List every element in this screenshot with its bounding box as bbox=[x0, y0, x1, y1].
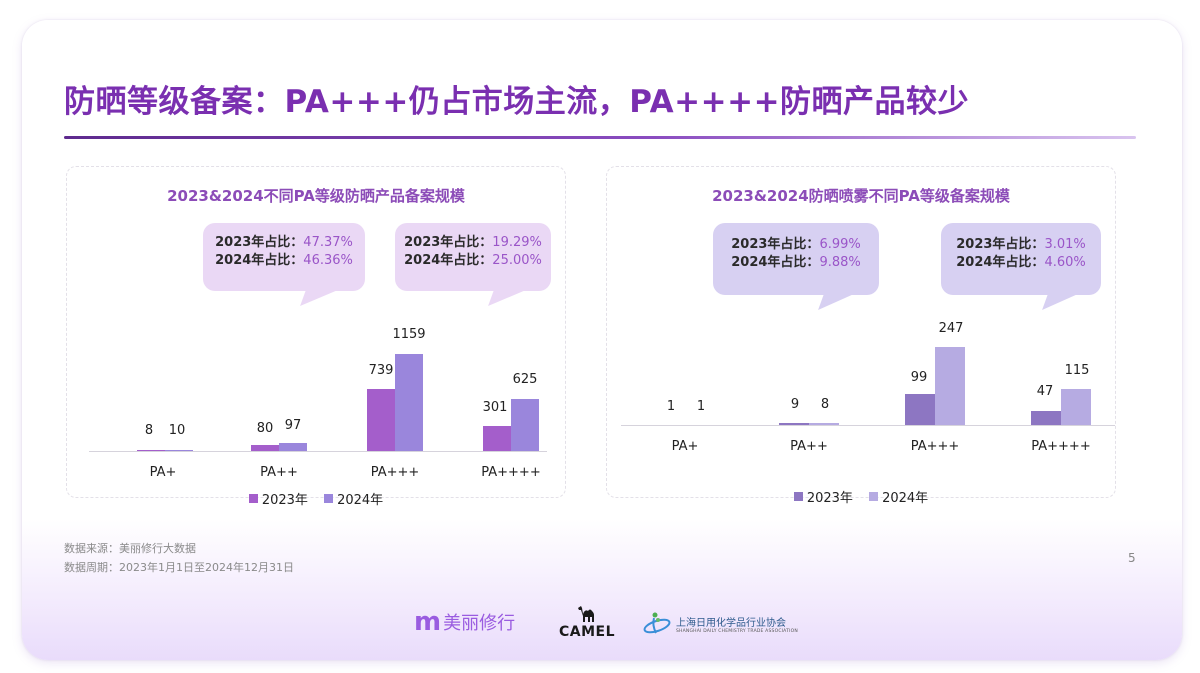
legend-label: 2024年 bbox=[882, 491, 929, 506]
value-label: 1 bbox=[666, 399, 676, 414]
callout-label: 2023年占比： bbox=[215, 235, 304, 250]
callout-label: 2024年占比： bbox=[956, 255, 1045, 270]
legend-item-2023: 2023年 bbox=[248, 489, 308, 508]
association-name-en: SHANGHAI DAILY CHEMISTRY TRADE ASSOCIATI… bbox=[676, 629, 798, 634]
legend-swatch bbox=[869, 492, 879, 501]
value-label: 1159 bbox=[392, 327, 426, 342]
x-axis-line bbox=[621, 425, 1115, 426]
value-label: 301 bbox=[482, 400, 508, 415]
page-number: 5 bbox=[1128, 551, 1136, 565]
camel-wordmark: CAMEL bbox=[558, 624, 616, 640]
meilixiuxing-mark-icon: m bbox=[414, 607, 441, 637]
bar-2024-pa3 bbox=[395, 354, 423, 451]
value-label: 1 bbox=[696, 399, 706, 414]
callout-value: 4.60% bbox=[1044, 255, 1086, 270]
camel-logo: CAMEL bbox=[556, 605, 618, 640]
category-label: PA+ bbox=[149, 465, 177, 480]
x-axis-line bbox=[89, 451, 547, 452]
legend-item-2023: 2023年 bbox=[793, 487, 853, 506]
value-label: 9 bbox=[790, 397, 800, 412]
category-label: PA+ bbox=[671, 439, 699, 454]
value-label: 739 bbox=[368, 363, 394, 378]
callout-pa3: 2023年占比：47.37% 2024年占比：46.36% bbox=[203, 223, 365, 306]
bar-2023-pa4 bbox=[483, 426, 511, 451]
category-label: PA++ bbox=[260, 465, 298, 480]
callout-value: 3.01% bbox=[1044, 237, 1086, 252]
bar-2023-pa2 bbox=[251, 445, 279, 451]
value-label: 10 bbox=[168, 423, 186, 438]
value-label: 8 bbox=[820, 397, 830, 412]
callout-value: 47.37% bbox=[303, 235, 353, 250]
callout-pa4: 2023年占比：3.01% 2024年占比：4.60% bbox=[941, 223, 1101, 310]
category-label: PA+++ bbox=[370, 465, 420, 480]
callout-tail bbox=[488, 290, 526, 306]
legend-label: 2023年 bbox=[806, 491, 853, 506]
callout-value: 9.88% bbox=[819, 255, 861, 270]
value-label: 97 bbox=[284, 418, 302, 433]
footer-logos: m 美丽修行 CAMEL 上海日用化学品行业协会 SHANGHAI DAILY … bbox=[22, 605, 1182, 645]
value-label: 625 bbox=[512, 372, 538, 387]
value-label: 115 bbox=[1064, 363, 1090, 378]
chart-legend: 2023年 2024年 bbox=[607, 487, 1115, 506]
callout-value: 6.99% bbox=[819, 237, 861, 252]
callout-tail bbox=[818, 294, 854, 310]
bar-2023-pa3 bbox=[905, 394, 935, 425]
bar-2023-pa2 bbox=[779, 423, 809, 425]
chart-panel-sunscreen-spray: 2023&2024防晒喷雾不同PA等级备案规模 2023年占比：6.99% 20… bbox=[606, 166, 1116, 506]
bar-2024-pa1 bbox=[165, 450, 193, 451]
meilixiuxing-wordmark: 美丽修行 bbox=[443, 613, 516, 634]
bar-2023-pa4 bbox=[1031, 411, 1061, 425]
callout-value: 19.29% bbox=[492, 235, 542, 250]
legend-swatch bbox=[324, 494, 334, 503]
category-label: PA+++ bbox=[910, 439, 960, 454]
value-label: 8 bbox=[144, 423, 154, 438]
data-period-note: 数据周期：2023年1月1日至2024年12月31日 bbox=[64, 561, 294, 574]
legend-item-2024: 2024年 bbox=[869, 487, 928, 506]
bar-2023-pa3 bbox=[367, 389, 395, 451]
callout-tail bbox=[1042, 294, 1078, 310]
association-name-cn: 上海日用化学品行业协会 bbox=[676, 618, 786, 629]
callout-label: 2024年占比： bbox=[404, 253, 493, 268]
value-label: 47 bbox=[1036, 384, 1054, 399]
category-label: PA++++ bbox=[481, 465, 541, 480]
callout-label: 2024年占比： bbox=[215, 253, 304, 268]
callout-pa4: 2023年占比：19.29% 2024年占比：25.00% bbox=[395, 223, 551, 306]
camel-icon bbox=[578, 606, 594, 622]
callout-label: 2023年占比： bbox=[404, 235, 493, 250]
category-label: PA++ bbox=[790, 439, 828, 454]
callout-tail bbox=[300, 290, 338, 306]
legend-item-2024: 2024年 bbox=[324, 489, 383, 508]
callout-value: 25.00% bbox=[492, 253, 542, 268]
category-label: PA++++ bbox=[1031, 439, 1091, 454]
legend-label: 2023年 bbox=[261, 493, 308, 508]
callout-pa2: 2023年占比：6.99% 2024年占比：9.88% bbox=[713, 223, 879, 310]
slide: 防晒等级备案：PA+++仍占市场主流，PA++++防晒产品较少 2023&202… bbox=[22, 20, 1182, 660]
value-label: 99 bbox=[910, 370, 928, 385]
chart-title: 2023&2024不同PA等级防晒产品备案规模 bbox=[167, 187, 465, 205]
callout-value: 46.36% bbox=[303, 253, 353, 268]
legend-swatch bbox=[248, 494, 258, 503]
bar-2024-pa2 bbox=[809, 423, 839, 425]
callout-label: 2023年占比： bbox=[731, 237, 820, 252]
value-label: 247 bbox=[938, 321, 964, 336]
chart-title: 2023&2024防晒喷雾不同PA等级备案规模 bbox=[712, 187, 1010, 205]
meilixiuxing-logo: m 美丽修行 bbox=[414, 609, 515, 635]
chart-legend: 2023年 2024年 bbox=[67, 489, 565, 508]
association-logo: 上海日用化学品行业协会 SHANGHAI DAILY CHEMISTRY TRA… bbox=[642, 609, 798, 639]
bar-2023-pa1 bbox=[137, 450, 165, 451]
bar-2024-pa3 bbox=[935, 347, 965, 425]
bar-2024-pa2 bbox=[279, 443, 307, 451]
callout-label: 2024年占比： bbox=[731, 255, 820, 270]
legend-swatch bbox=[793, 492, 803, 501]
callout-label: 2023年占比： bbox=[956, 237, 1045, 252]
association-emblem-icon bbox=[643, 612, 671, 634]
bar-2024-pa4 bbox=[511, 399, 539, 451]
value-label: 80 bbox=[256, 421, 274, 436]
legend-label: 2024年 bbox=[337, 493, 384, 508]
bar-2024-pa4 bbox=[1061, 389, 1091, 425]
page-title: 防晒等级备案：PA+++仍占市场主流，PA++++防晒产品较少 bbox=[64, 84, 970, 120]
data-source-note: 数据来源：美丽修行大数据 bbox=[64, 542, 196, 555]
chart-panel-sunscreen-products: 2023&2024不同PA等级防晒产品备案规模 2023年占比：47.37% 2… bbox=[66, 166, 566, 508]
title-divider bbox=[64, 136, 1136, 139]
